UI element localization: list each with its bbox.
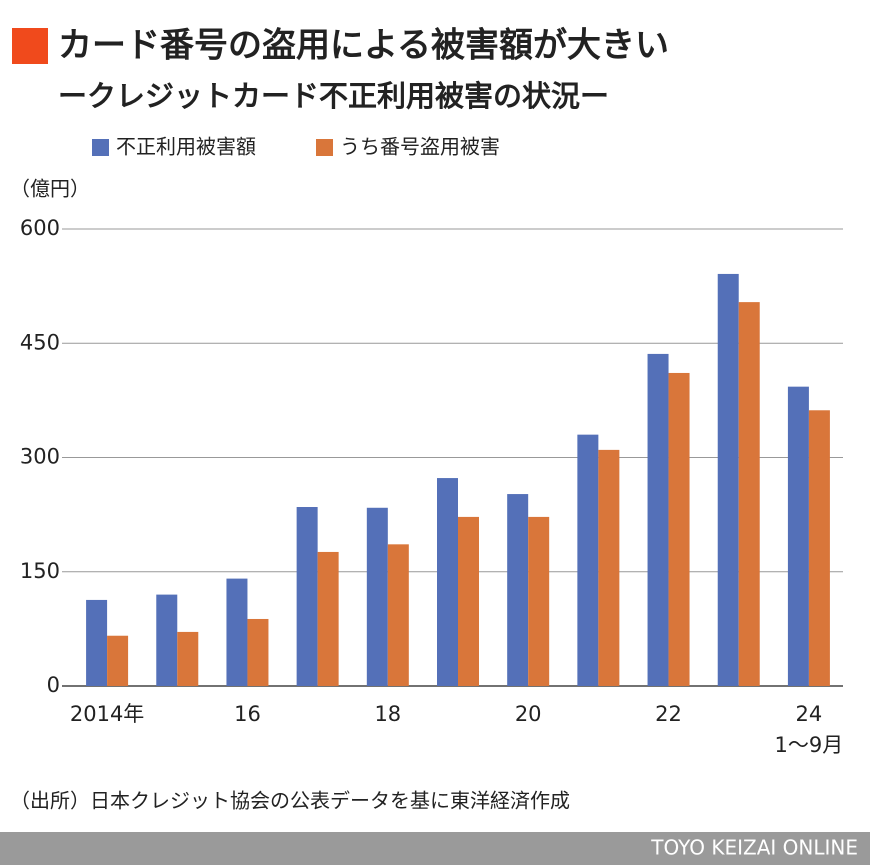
bar	[296, 507, 318, 686]
source-note: （出所）日本クレジット協会の公表データを基に東洋経済作成	[10, 789, 570, 813]
bar	[387, 544, 409, 686]
bar	[107, 635, 129, 686]
x-tick-label: 2014年	[70, 702, 144, 726]
bar	[808, 410, 830, 686]
y-tick-label: 600	[20, 216, 60, 240]
bar	[507, 494, 529, 686]
bar	[598, 449, 620, 686]
unit-label: （億円）	[10, 177, 90, 201]
y-tick-label: 0	[47, 673, 60, 697]
bar	[668, 372, 690, 686]
legend-label: 不正利用被害額	[116, 135, 256, 159]
bar	[437, 478, 458, 686]
bar	[577, 434, 599, 686]
bar	[86, 599, 108, 686]
x-tick-label: 16	[234, 702, 261, 726]
bar	[366, 507, 388, 686]
y-tick-label: 450	[20, 330, 60, 354]
bar	[247, 618, 269, 686]
x-tick-label: 22	[655, 702, 682, 726]
bar	[156, 594, 178, 686]
title-marker	[12, 28, 48, 64]
bar	[738, 302, 760, 686]
legend-swatch	[92, 139, 109, 156]
y-tick-label: 300	[20, 445, 60, 469]
bar	[717, 273, 739, 686]
bar	[458, 516, 479, 686]
legend-swatch	[316, 139, 333, 156]
chart-subtitle: ークレジットカード不正利用被害の状況ー	[58, 79, 609, 113]
x-tick-label: 18	[374, 702, 401, 726]
x-tick-label: 20	[515, 702, 542, 726]
x-tick-label: 24	[796, 702, 823, 726]
chart-title: カード番号の盗用による被害額が大きい	[58, 26, 669, 66]
bar	[647, 353, 669, 686]
bar	[226, 578, 248, 686]
x-tick-note: 1〜9月	[775, 733, 844, 757]
y-tick-label: 150	[20, 559, 60, 583]
bar	[787, 386, 809, 686]
bar	[317, 551, 339, 686]
bar	[177, 631, 199, 686]
footer-brand: TOYO KEIZAI ONLINE	[650, 836, 858, 860]
footer-bar	[0, 832, 870, 865]
legend-label: うち番号盗用被害	[340, 135, 500, 159]
bar	[528, 516, 550, 686]
